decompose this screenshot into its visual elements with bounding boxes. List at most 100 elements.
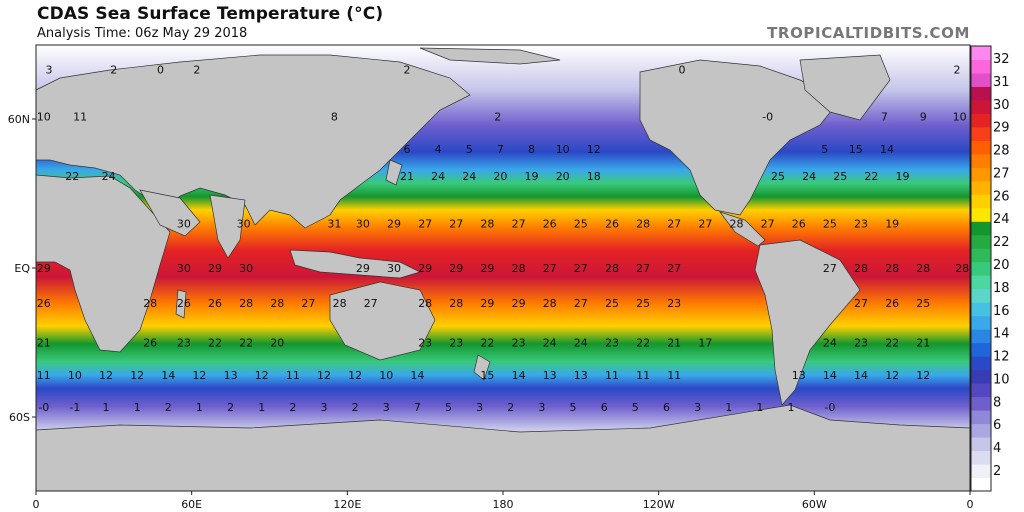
temperature-label: 7 xyxy=(497,143,504,156)
temperature-label: 24 xyxy=(102,170,116,183)
colorbar-swatch xyxy=(971,113,991,128)
temperature-label: 24 xyxy=(543,337,557,350)
temperature-label: 11 xyxy=(605,369,619,382)
temperature-label: 14 xyxy=(880,143,894,156)
temperature-label: 12 xyxy=(192,369,206,382)
temperature-label: 11 xyxy=(286,369,300,382)
temperature-label: 22 xyxy=(208,337,222,350)
land-new-zealand xyxy=(473,354,491,381)
colorbar-swatch xyxy=(971,464,991,479)
temperature-label: 25 xyxy=(833,170,847,183)
temperature-label: 13 xyxy=(574,369,588,382)
temperature-label: 2 xyxy=(165,401,172,414)
temperature-label: 14 xyxy=(512,369,526,382)
temperature-label: 21 xyxy=(916,337,930,350)
colorbar-tick-label: 32 xyxy=(993,52,1010,67)
site-watermark: TROPICALTIDBITS.COM xyxy=(767,24,970,42)
temperature-label: 1 xyxy=(196,401,203,414)
temperature-label: -0 xyxy=(762,111,773,124)
temperature-label: 27 xyxy=(364,297,378,310)
landmasses xyxy=(35,47,971,492)
temperature-label: 11 xyxy=(667,369,681,382)
longitude-tick-label: 0 xyxy=(967,498,974,511)
temperature-label: 30 xyxy=(239,262,253,275)
land-indonesia xyxy=(289,249,421,279)
temperature-label: 30 xyxy=(237,217,251,230)
temperature-label: 26 xyxy=(208,297,222,310)
colorbar-swatch xyxy=(971,275,991,290)
temperature-label: 29 xyxy=(418,262,432,275)
temperature-label: 20 xyxy=(493,170,507,183)
temperature-label: 22 xyxy=(885,337,899,350)
temperature-label: 12 xyxy=(130,369,144,382)
longitude-tick-label: 60E xyxy=(181,498,202,511)
temperature-label: 29 xyxy=(480,262,494,275)
temperature-label: 28 xyxy=(885,262,899,275)
temperature-label: 22 xyxy=(239,337,253,350)
temperature-label: 1 xyxy=(725,401,732,414)
land-south-america xyxy=(754,239,861,406)
land-arabia xyxy=(139,189,201,237)
colorbar-tick-label: 28 xyxy=(993,144,1010,159)
temperature-label: 10 xyxy=(37,111,51,124)
analysis-time: Analysis Time: 06z May 29 2018 xyxy=(37,26,248,41)
temperature-label: 27 xyxy=(418,217,432,230)
temperature-label: 27 xyxy=(543,262,557,275)
colorbar-tick-label: 20 xyxy=(993,258,1010,273)
temperature-label: 3 xyxy=(383,401,390,414)
temperature-label: 1 xyxy=(756,401,763,414)
land-africa xyxy=(35,174,171,353)
temperature-label: 5 xyxy=(821,143,828,156)
temperature-label: 23 xyxy=(854,217,868,230)
temperature-label: 11 xyxy=(73,111,87,124)
temperature-label: 27 xyxy=(823,262,837,275)
colorbar-swatch xyxy=(971,153,991,168)
temperature-label: 14 xyxy=(823,369,837,382)
temperature-label: 28 xyxy=(512,262,526,275)
temperature-label: 25 xyxy=(916,297,930,310)
temperature-label: 10 xyxy=(379,369,393,382)
temperature-label: 25 xyxy=(636,297,650,310)
temperature-label: 0 xyxy=(157,63,164,76)
temperature-label: 9 xyxy=(920,111,927,124)
temperature-label: 28 xyxy=(854,262,868,275)
temperature-label: 13 xyxy=(224,369,238,382)
colorbar-swatch xyxy=(971,329,991,344)
temperature-label: 13 xyxy=(792,369,806,382)
colorbar-swatch xyxy=(971,221,991,236)
colorbar-tick-label: 24 xyxy=(993,212,1010,227)
temperature-label: 2 xyxy=(352,401,359,414)
temperature-label: 22 xyxy=(480,337,494,350)
land-japan xyxy=(385,159,403,186)
temperature-label: 28 xyxy=(239,297,253,310)
colorbar-swatch xyxy=(971,180,991,195)
colorbar-swatch xyxy=(971,140,991,155)
temperature-label: 22 xyxy=(65,170,79,183)
temperature-label: 2 xyxy=(289,401,296,414)
temperature-label: -0 xyxy=(38,401,49,414)
land-greenland xyxy=(799,54,891,121)
colorbar-tick-label: 22 xyxy=(993,235,1010,250)
temperature-label: 14 xyxy=(854,369,868,382)
temperature-label: 28 xyxy=(143,297,157,310)
temperature-label: 12 xyxy=(99,369,113,382)
temperature-label: 1 xyxy=(134,401,141,414)
temperature-label: 21 xyxy=(400,170,414,183)
temperature-label: 29 xyxy=(356,262,370,275)
temperature-label: 14 xyxy=(161,369,175,382)
temperature-label: 15 xyxy=(849,143,863,156)
temperature-label: 23 xyxy=(854,337,868,350)
land-eurasia xyxy=(35,54,471,229)
temperature-label: 24 xyxy=(802,170,816,183)
temperature-label: 3 xyxy=(538,401,545,414)
temperature-label: 5 xyxy=(445,401,452,414)
temperature-label: 6 xyxy=(601,401,608,414)
colorbar-tick-label: 18 xyxy=(993,281,1010,296)
colorbar-tick-label: 27 xyxy=(993,166,1010,181)
temperature-label: 30 xyxy=(177,262,191,275)
map-title: CDAS Sea Surface Temperature (°C) xyxy=(37,4,384,24)
temperature-label: 24 xyxy=(431,170,445,183)
land-north-america xyxy=(639,59,841,216)
colorbar-tick-label: 29 xyxy=(993,121,1010,136)
